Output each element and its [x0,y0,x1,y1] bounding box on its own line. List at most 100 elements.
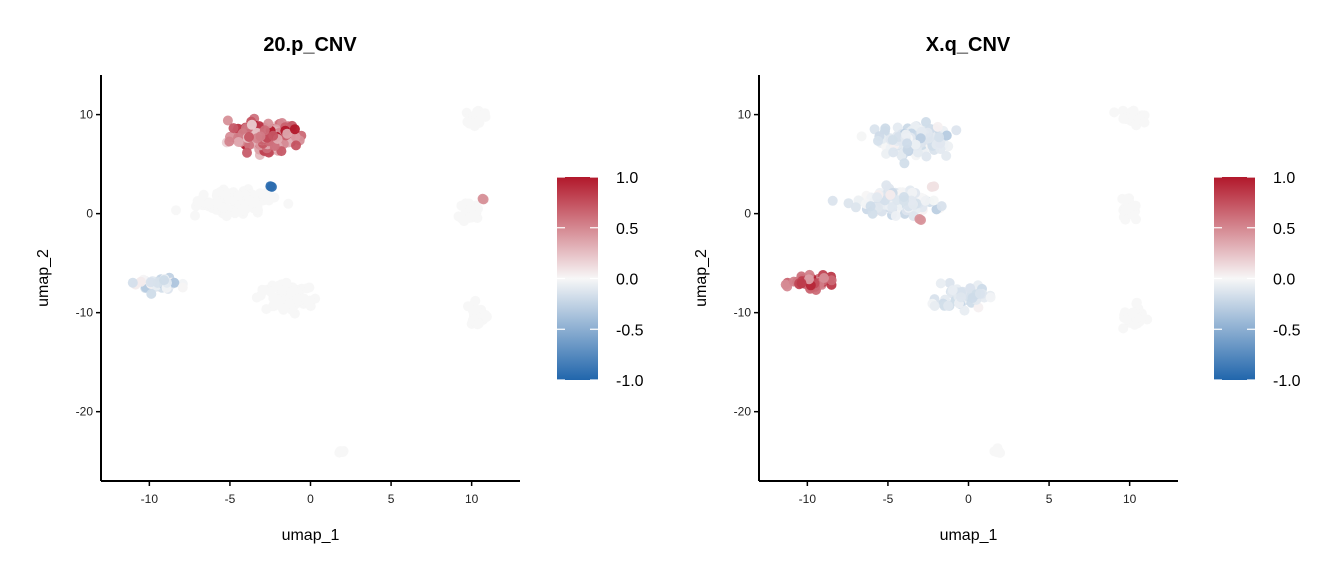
data-point [867,208,878,219]
data-point [456,200,467,211]
panel-0: 20.p_CNV -10 -5 0 5 10 -20 -10 0 10 umap_1 umap_2 1.… [35,34,644,544]
data-point [1139,117,1150,128]
data-point [951,125,962,136]
x-tick-label: 10 [465,492,479,506]
data-point [277,285,288,296]
y-axis-label: umap_2 [693,249,710,307]
data-point [947,285,958,296]
colorbar-tick-label: 0.0 [616,272,638,289]
data-point [923,133,934,144]
y-axis-label: umap_2 [35,249,52,307]
data-point [222,115,233,126]
data-point [266,181,277,192]
data-point [1118,323,1129,334]
data-point [268,130,279,141]
data-point [145,277,156,288]
data-point [941,150,952,161]
data-point [912,147,923,158]
data-point [856,131,867,142]
y-tick-label: -20 [76,405,94,419]
data-point [159,275,170,286]
data-point [1118,105,1128,116]
data-point [1131,298,1142,309]
data-point [479,108,490,119]
colorbar-tick-label: 0.0 [1273,272,1295,289]
data-point [921,151,932,162]
data-point [244,132,254,142]
x-tick-label: -5 [225,492,236,506]
data-point [470,295,481,306]
data-point [914,214,925,224]
data-point [819,273,829,283]
y-tick-label: -10 [76,306,94,320]
data-point [992,447,1003,458]
x-tick-label: 5 [388,492,395,506]
data-point [1109,107,1120,118]
data-point [943,300,954,311]
colorbar-tick-label: -1.0 [1273,373,1301,390]
data-point [283,198,294,209]
x-tick-label: 5 [1046,492,1053,506]
data-point [973,302,984,313]
data-point [281,277,292,288]
data-point [1130,200,1141,211]
data-point [221,211,232,222]
x-tick-label: 0 [307,492,314,506]
data-point [901,129,911,140]
panel-title: X.q_CNV [926,34,1011,56]
data-point [228,123,239,134]
scatter-points [127,105,492,458]
colorbar-tick-label: 0.5 [616,221,638,238]
data-point [1118,113,1129,124]
data-point [827,195,838,206]
colorbar-tick-label: 1.0 [616,170,638,187]
data-point [780,279,791,290]
data-point [910,139,921,150]
data-point [135,276,146,287]
x-tick-label: 0 [965,492,972,506]
y-tick-label: 0 [744,207,751,221]
data-point [898,192,909,202]
data-point [959,305,970,316]
data-point [941,130,952,141]
data-point [292,294,303,304]
data-point [1127,307,1138,318]
data-point [908,199,919,210]
data-point [246,119,257,130]
data-point [974,288,985,299]
data-point [242,147,252,158]
data-point [218,202,229,213]
data-point [291,140,301,151]
data-point [177,282,188,293]
x-tick-label: -10 [799,492,817,506]
data-point [282,128,293,139]
data-point [244,195,255,206]
x-tick-label: 10 [1123,492,1137,506]
y-tick-label: 0 [86,207,93,221]
data-point [902,138,913,149]
data-point [127,277,138,288]
data-point [169,277,180,288]
data-point [936,201,947,212]
data-point [1121,194,1132,205]
y-tick-label: -10 [734,306,752,320]
data-point [335,446,346,457]
data-point [469,210,480,221]
data-point [171,205,181,216]
colorbar-tick-label: 1.0 [1273,170,1295,187]
data-point [956,292,966,303]
data-point [233,137,244,147]
data-point [887,135,898,145]
data-point [271,299,282,310]
data-point [284,298,295,309]
data-point [289,124,300,135]
data-point [929,181,940,192]
data-point [865,201,876,212]
data-point [473,318,484,329]
data-point [459,216,469,227]
x-tick-label: -10 [141,492,159,506]
data-point [843,198,854,209]
data-point [985,292,996,303]
colorbar-tick-label: -1.0 [616,373,644,390]
